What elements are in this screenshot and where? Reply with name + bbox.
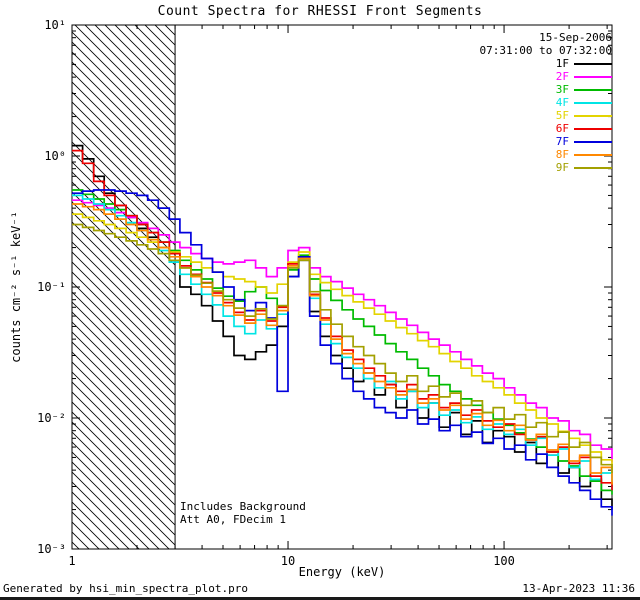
series-2F: [72, 199, 613, 463]
legend-series-label: 9F: [555, 161, 569, 174]
legend-series-label: 1F: [555, 57, 569, 70]
legend-series-line-swatch: [574, 114, 612, 117]
generator-credit: Generated by hsi_min_spectra_plot.pro: [3, 582, 249, 595]
svg-text:100: 100: [493, 554, 515, 568]
legend-item-2F: 2F: [480, 70, 612, 83]
svg-text:10⁻¹: 10⁻¹: [37, 280, 66, 294]
svg-text:10⁻²: 10⁻²: [37, 411, 66, 425]
legend-series-label: 2F: [555, 70, 569, 83]
legend-series-line-swatch: [574, 75, 612, 78]
legend-item-9F: 9F: [480, 161, 612, 174]
legend-item-7F: 7F: [480, 135, 612, 148]
legend-series-label: 4F: [555, 96, 569, 109]
legend-series-line-swatch: [574, 88, 612, 91]
legend-items: 1F 2F 3F 4F 5F 6F 7F 8F: [480, 57, 612, 174]
svg-text:10: 10: [281, 554, 295, 568]
window-bottom-border: [0, 597, 640, 600]
legend-item-3F: 3F: [480, 83, 612, 96]
legend-series-line-swatch: [574, 101, 612, 104]
generation-timestamp: 13-Apr-2023 11:36: [522, 582, 635, 595]
svg-text:10⁻³: 10⁻³: [37, 542, 66, 556]
legend-item-8F: 8F: [480, 148, 612, 161]
legend-series-line-swatch: [574, 127, 612, 130]
legend-series-line-swatch: [574, 62, 612, 65]
legend-series-line-swatch: [574, 140, 612, 143]
legend-item-6F: 6F: [480, 122, 612, 135]
legend-series-label: 5F: [555, 109, 569, 122]
attenuator-note: Att A0, FDecim 1: [180, 513, 286, 526]
legend-item-4F: 4F: [480, 96, 612, 109]
background-note: Includes Background: [180, 500, 306, 513]
series-9F: [72, 223, 613, 473]
legend-series-label: 3F: [555, 83, 569, 96]
legend-date: 15-Sep-2006: [539, 31, 612, 44]
legend-series-label: 7F: [555, 135, 569, 148]
hatch-region: [72, 25, 176, 549]
svg-text:10¹: 10¹: [44, 18, 66, 32]
legend: 15-Sep-2006 07:31:00 to 07:32:00 1F 2F 3…: [480, 31, 612, 174]
legend-series-label: 6F: [555, 122, 569, 135]
plot-notes: Includes Background Att A0, FDecim 1: [180, 500, 306, 526]
legend-series-line-swatch: [574, 153, 612, 156]
legend-series-label: 8F: [555, 148, 569, 161]
y-axis-label: counts cm⁻² s⁻¹ keV⁻¹: [9, 211, 23, 363]
chart-title: Count Spectra for RHESSI Front Segments: [157, 4, 483, 19]
series-8F: [72, 203, 613, 485]
legend-item-1F: 1F: [480, 57, 612, 70]
x-axis-label: Energy (keV): [298, 565, 386, 579]
svg-text:1: 1: [68, 554, 75, 568]
legend-time-interval: 07:31:00 to 07:32:00: [479, 44, 612, 57]
series-7F: [72, 189, 613, 516]
legend-series-line-swatch: [574, 166, 612, 169]
legend-item-5F: 5F: [480, 109, 612, 122]
svg-text:10⁰: 10⁰: [44, 149, 66, 163]
